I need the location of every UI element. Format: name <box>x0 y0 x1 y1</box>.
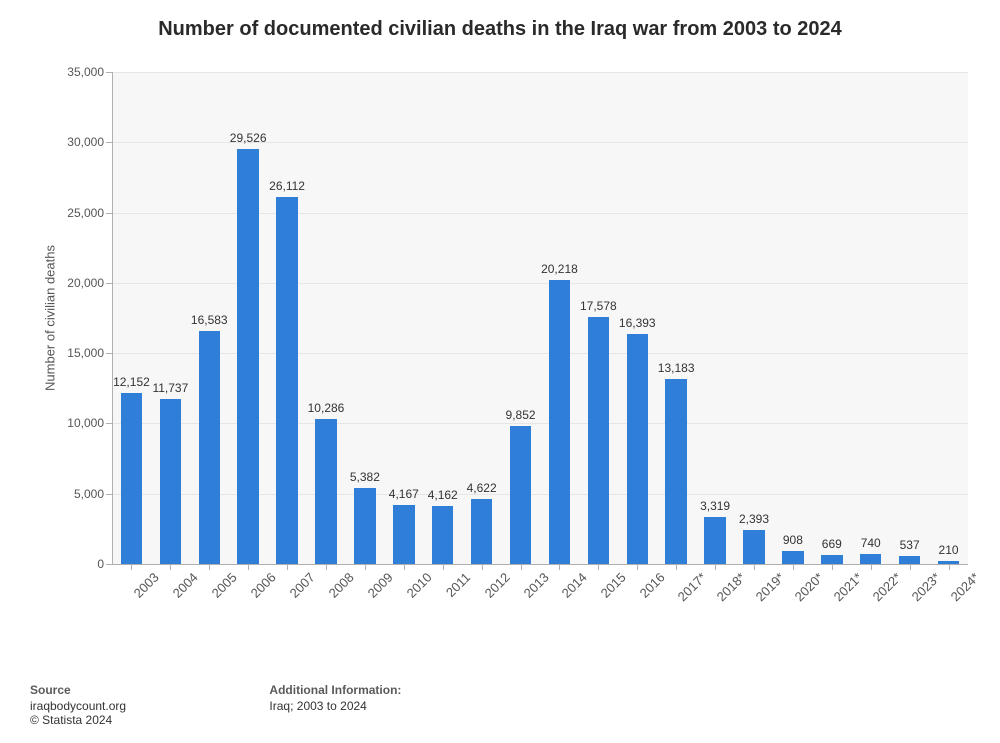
bar: 17,578 <box>588 317 609 564</box>
bar: 9,852 <box>510 426 531 564</box>
x-tick-label: 2021* <box>825 564 865 604</box>
bar-value-label: 210 <box>939 543 959 561</box>
footer-source: Source iraqbodycount.org © Statista 2024 <box>30 683 126 727</box>
bar-value-label: 26,112 <box>269 179 305 197</box>
bar-value-label: 3,319 <box>700 499 730 517</box>
bar-value-label: 4,167 <box>389 487 419 505</box>
x-tick-label: 2024* <box>941 564 981 604</box>
bar-value-label: 908 <box>783 533 803 551</box>
y-axis-line <box>112 72 113 564</box>
bar-value-label: 20,218 <box>541 262 578 280</box>
bar: 537 <box>899 556 920 564</box>
bar: 740 <box>860 554 881 564</box>
bar: 20,218 <box>549 280 570 564</box>
bar: 908 <box>782 551 803 564</box>
x-tick-label: 2023* <box>903 564 943 604</box>
x-axis-line <box>112 564 968 565</box>
bar-chart: Number of civilian deaths 05,00010,00015… <box>112 72 968 564</box>
bar-value-label: 740 <box>861 536 881 554</box>
chart-title: Number of documented civilian deaths in … <box>0 0 1000 41</box>
copyright-text: © Statista 2024 <box>30 713 126 727</box>
x-tick-label: 2017* <box>669 564 709 604</box>
bar-value-label: 16,583 <box>191 313 228 331</box>
bar-value-label: 4,162 <box>428 488 458 506</box>
bar-value-label: 669 <box>822 537 842 555</box>
source-text: iraqbodycount.org <box>30 699 126 713</box>
chart-footer: Source iraqbodycount.org © Statista 2024… <box>30 683 541 727</box>
bar-value-label: 12,152 <box>113 375 150 393</box>
bar-value-label: 4,622 <box>467 481 497 499</box>
bar: 4,167 <box>393 505 414 564</box>
bar: 4,622 <box>471 499 492 564</box>
y-axis-title: Number of civilian deaths <box>43 245 58 391</box>
gridline <box>112 72 968 73</box>
bar-value-label: 10,286 <box>308 401 345 419</box>
bar: 11,737 <box>160 399 181 564</box>
bar: 10,286 <box>315 419 336 564</box>
x-tick-label: 2022* <box>864 564 904 604</box>
plot-area: 05,00010,00015,00020,00025,00030,00035,0… <box>112 72 968 564</box>
bar-value-label: 13,183 <box>658 361 695 379</box>
bar: 4,162 <box>432 506 453 565</box>
bar-value-label: 537 <box>900 538 920 556</box>
footer-info: Additional Information: Iraq; 2003 to 20… <box>269 683 401 713</box>
info-heading: Additional Information: <box>269 683 401 697</box>
bar: 29,526 <box>237 149 258 564</box>
bar: 16,583 <box>199 331 220 564</box>
info-text: Iraq; 2003 to 2024 <box>269 699 401 713</box>
bar: 12,152 <box>121 393 142 564</box>
bar-value-label: 29,526 <box>230 131 267 149</box>
bar-value-label: 9,852 <box>506 408 536 426</box>
bar-value-label: 5,382 <box>350 470 380 488</box>
x-tick-label: 2020* <box>786 564 826 604</box>
bar: 13,183 <box>665 379 686 564</box>
bar-value-label: 2,393 <box>739 512 769 530</box>
bar: 669 <box>821 555 842 564</box>
bar: 16,393 <box>627 334 648 564</box>
bar: 26,112 <box>276 197 297 564</box>
bar-value-label: 16,393 <box>619 316 656 334</box>
x-tick-label: 2018* <box>708 564 748 604</box>
x-tick-label: 2019* <box>747 564 787 604</box>
bar: 2,393 <box>743 530 764 564</box>
bar-value-label: 11,737 <box>152 381 188 399</box>
bar: 5,382 <box>354 488 375 564</box>
bar-value-label: 17,578 <box>580 299 617 317</box>
source-heading: Source <box>30 683 126 697</box>
bar: 3,319 <box>704 517 725 564</box>
